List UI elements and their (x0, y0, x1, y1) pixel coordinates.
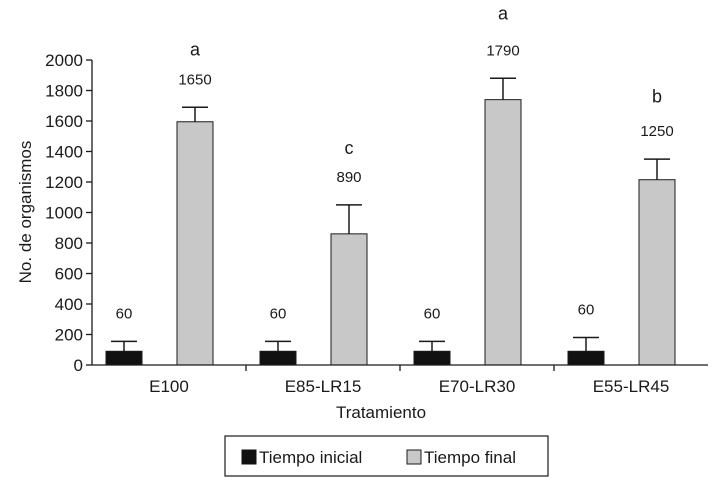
y-tick-label: 2000 (45, 51, 83, 70)
significance-letter: a (190, 39, 201, 59)
legend-swatch-initial (241, 449, 257, 465)
significance-letter: a (498, 4, 509, 24)
significance-letter: b (652, 87, 662, 107)
y-axis-title: No. de organismos (16, 141, 35, 284)
bar-initial (567, 350, 605, 366)
data-label: 60 (578, 302, 595, 319)
legend-swatch-final (406, 449, 422, 465)
bar-final (484, 99, 522, 366)
legend-label-final: Tiempo final (424, 448, 516, 467)
x-tick-label: E85-LR15 (285, 377, 362, 396)
y-axis: 0 200 400 600 800 1000 1200 1400 1600 1800 2000 (45, 51, 93, 375)
significance-letter: c (345, 138, 354, 158)
y-tick-label: 1000 (45, 204, 83, 223)
x-tick-label: E55-LR45 (593, 377, 670, 396)
bar-final (638, 179, 676, 366)
data-label: 1790 (486, 42, 519, 59)
x-tick-label: E100 (149, 377, 189, 396)
bar-final (176, 121, 214, 366)
y-tick-label: 1800 (45, 82, 83, 101)
bar-initial (413, 350, 451, 366)
legend-box (224, 435, 549, 477)
x-tick-label: E70-LR30 (439, 377, 516, 396)
y-tick-label: 1600 (45, 112, 83, 131)
x-axis: E100 E85-LR15 E70-LR30 E55-LR45 (92, 364, 708, 396)
legend: Tiempo inicial Tiempo final (224, 435, 549, 477)
bar-initial (105, 350, 143, 366)
y-tick-label: 1200 (45, 173, 83, 192)
data-label: 60 (116, 305, 133, 322)
data-label: 890 (336, 169, 361, 186)
legend-label-initial: Tiempo inicial (259, 448, 362, 467)
bar-final (330, 233, 368, 366)
y-tick-label: 600 (55, 265, 83, 284)
data-label: 60 (270, 305, 287, 322)
bars (105, 77, 676, 366)
y-tick-label: 400 (55, 295, 83, 314)
x-axis-title: Tratamiento (336, 403, 426, 422)
bar-labels: 60 1650 a 60 890 c 60 1790 a 60 1250 b (116, 4, 674, 323)
y-tick-label: 1400 (45, 143, 83, 162)
data-label: 1650 (178, 71, 211, 88)
y-tick-label: 800 (55, 234, 83, 253)
data-label: 1250 (640, 123, 673, 140)
bar-initial (259, 350, 297, 366)
y-tick-label: 200 (55, 326, 83, 345)
data-label: 60 (424, 305, 441, 322)
y-tick-label: 0 (74, 356, 83, 375)
